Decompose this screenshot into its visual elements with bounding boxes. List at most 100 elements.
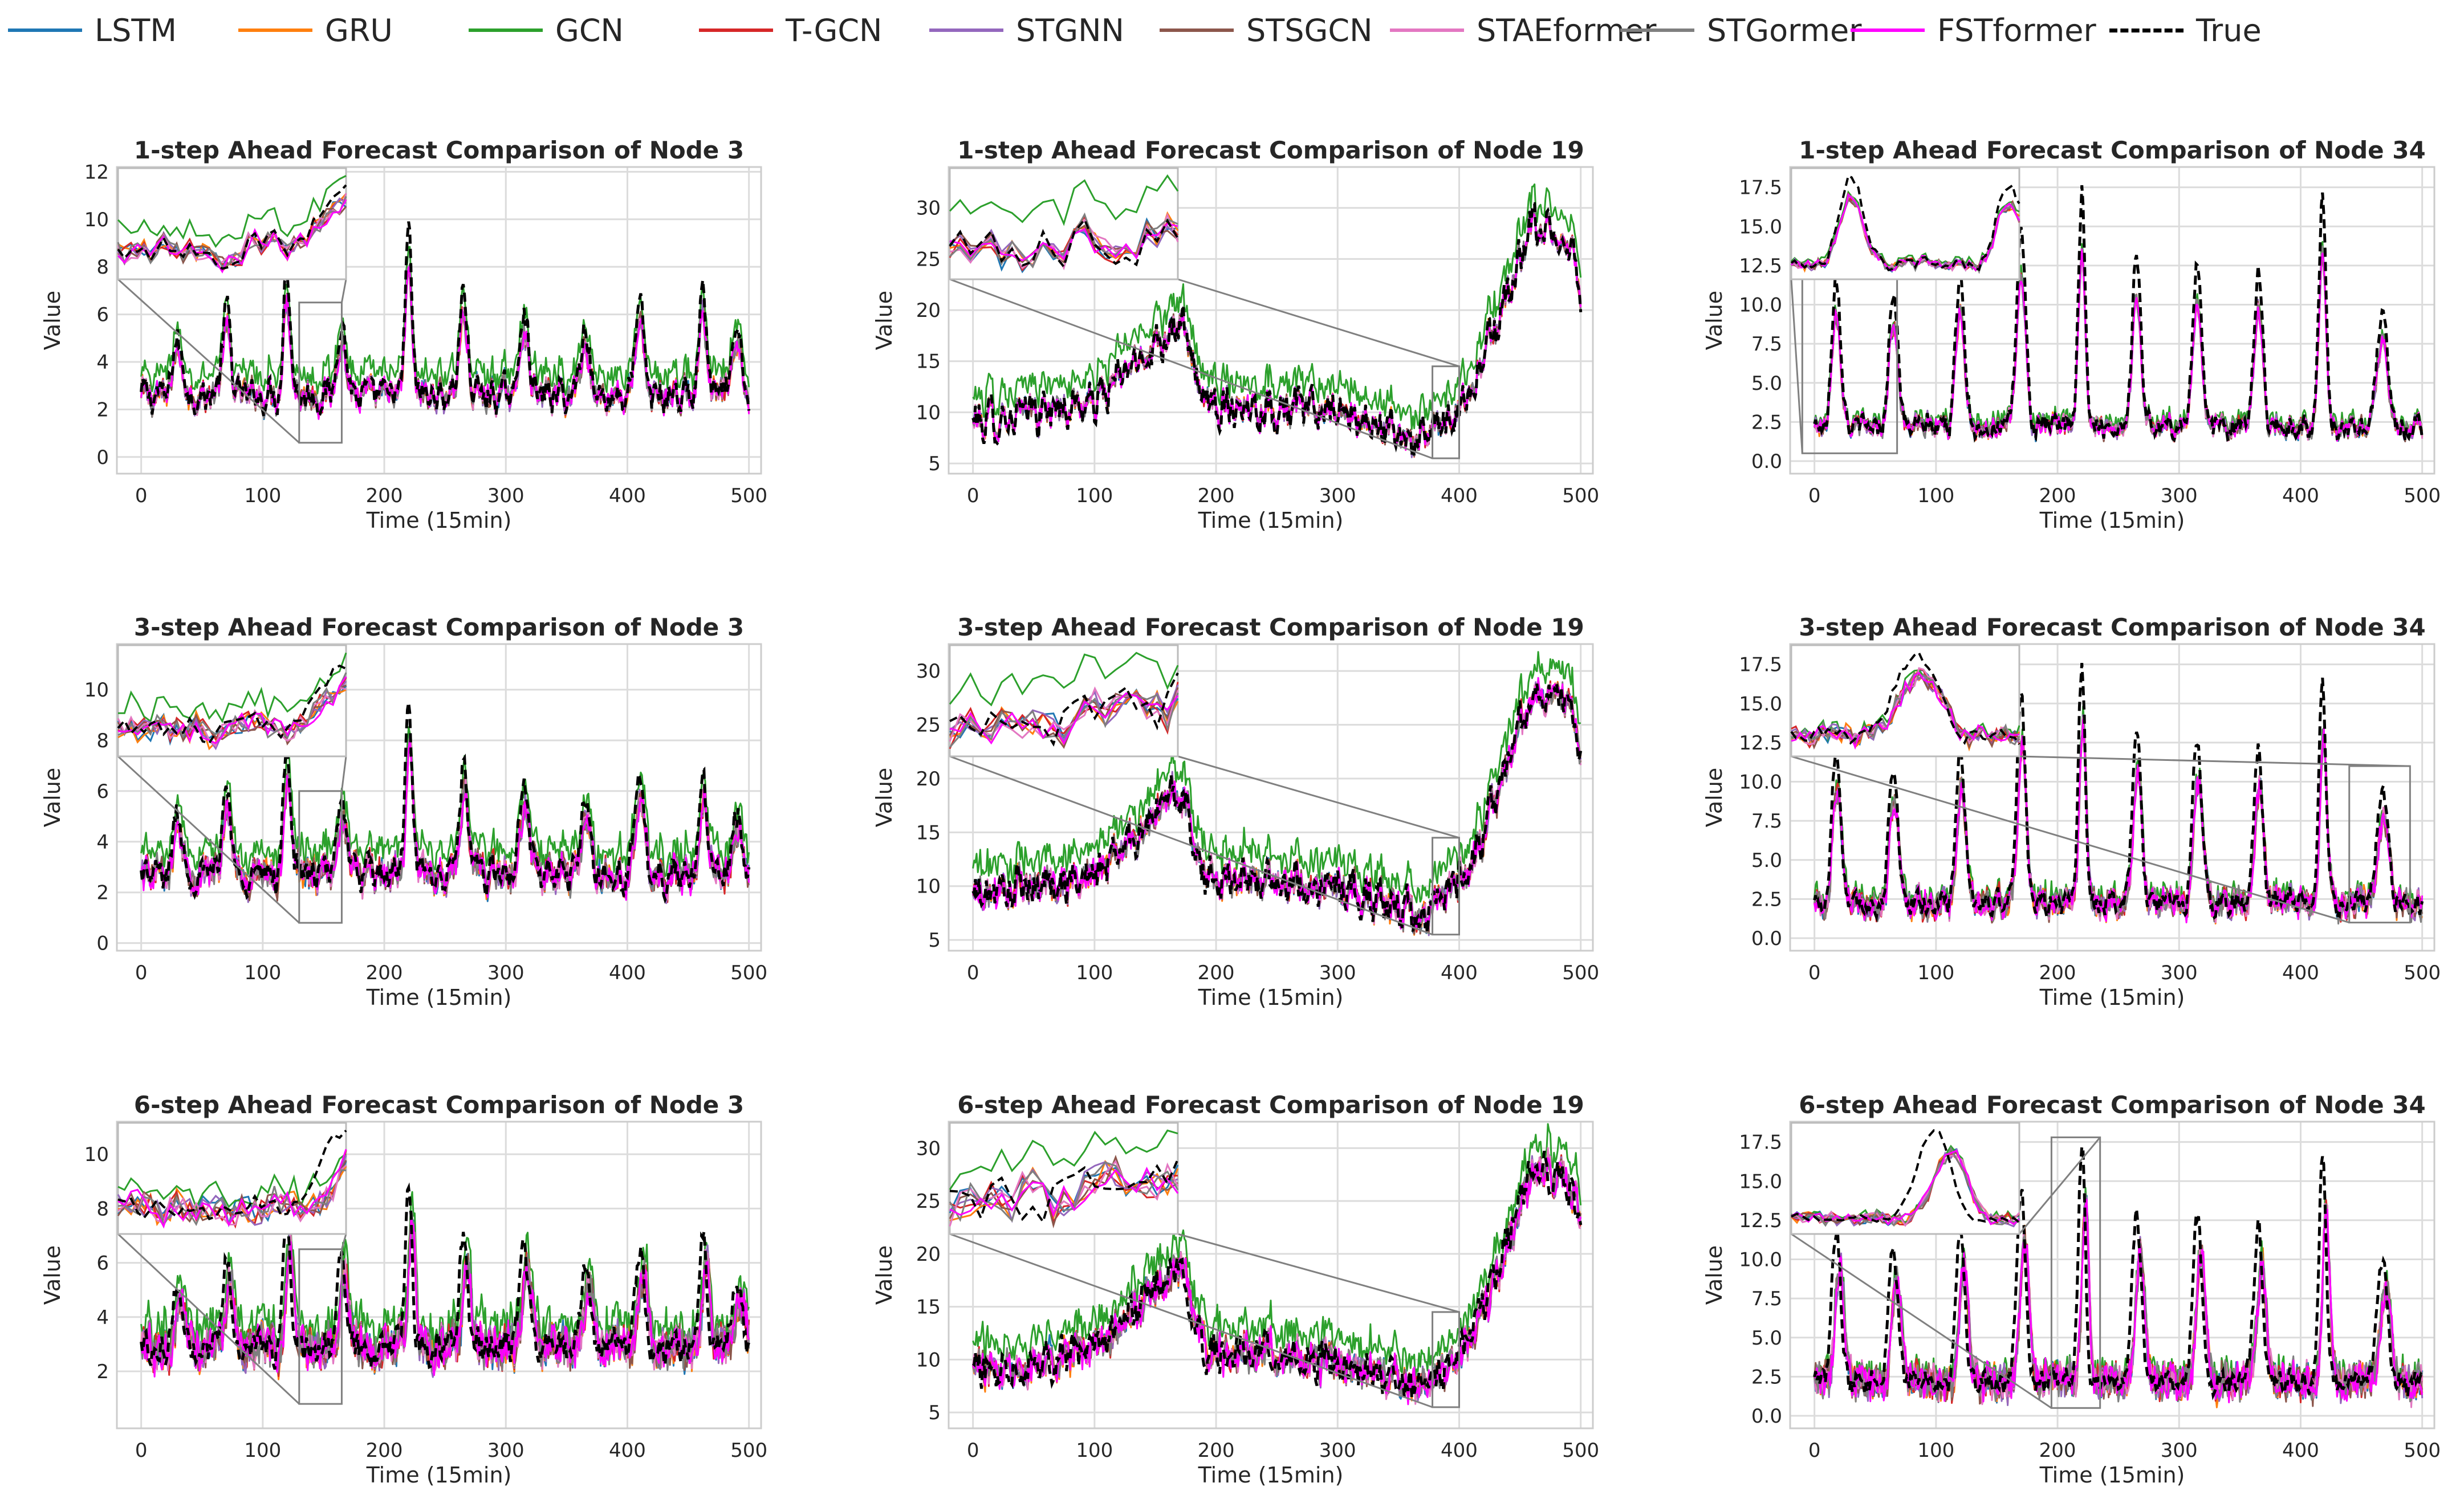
series-group <box>140 702 751 905</box>
x-axis-label: Time (15min) <box>366 508 512 533</box>
x-axis-label: Time (15min) <box>366 985 512 1010</box>
x-tick-label: 200 <box>366 1439 403 1462</box>
legend-label: True <box>2196 12 2262 48</box>
subplot-title: 1-step Ahead Forecast Comparison of Node… <box>957 136 1584 164</box>
y-tick-label: 20 <box>916 1243 941 1266</box>
legend-label: FSTformer <box>1937 12 2096 48</box>
x-tick-label: 100 <box>1917 1439 1954 1462</box>
y-tick-label: 4 <box>96 1306 109 1329</box>
x-tick-label: 100 <box>1076 484 1113 507</box>
y-tick-label: 5 <box>928 1402 941 1424</box>
y-tick-label: 8 <box>96 1197 109 1220</box>
subplot-title: 3-step Ahead Forecast Comparison of Node… <box>1799 613 2426 641</box>
x-tick-label: 500 <box>1562 484 1599 507</box>
y-tick-label: 5 <box>928 929 941 952</box>
inset-line-gcn <box>949 651 1179 707</box>
series-group <box>971 651 1583 936</box>
y-tick-label: 15 <box>916 821 941 844</box>
x-tick-label: 100 <box>1917 962 1954 984</box>
inset-line-stsgcn <box>949 687 1179 750</box>
x-tick-label: 500 <box>1562 1439 1599 1462</box>
subplot-4: 0 100 200 300 400 500 0 2 4 6 8 10 3-step Ahead Fore… <box>40 613 767 1010</box>
legend-item-stsgcn: STSGCN <box>1160 10 1372 50</box>
x-tick-label: 300 <box>1319 962 1356 984</box>
series-line-gcn <box>972 1123 1582 1380</box>
y-tick-label: 2 <box>96 882 109 905</box>
legend-swatch <box>1160 28 1234 32</box>
y-tick-label: 4 <box>96 351 109 374</box>
x-tick-label: 400 <box>2282 484 2319 507</box>
x-tick-label: 500 <box>730 484 767 507</box>
series-line-true <box>1813 663 2424 923</box>
inset-line-stgormer <box>1791 671 2020 746</box>
zoom-connector <box>1790 279 1803 454</box>
y-axis-label: Value <box>1702 291 1727 350</box>
x-tick-label: 100 <box>1917 484 1954 507</box>
y-tick-label: 15.0 <box>1739 693 1782 715</box>
inset-line-stgormer <box>949 693 1179 748</box>
y-tick-label: 30 <box>916 1137 941 1160</box>
plot-frame <box>116 166 762 475</box>
inset-line-staeformer <box>949 686 1179 742</box>
y-tick-label: 25 <box>916 714 941 737</box>
y-tick-label: 5.0 <box>1751 849 1782 872</box>
y-tick-label: 17.5 <box>1739 1131 1782 1154</box>
y-tick-label: 10 <box>916 875 941 898</box>
inset-line-gcn <box>117 175 347 248</box>
subplot-7: 0 100 200 300 400 500 2 4 6 8 10 6-step Ahead Forec… <box>40 1091 767 1488</box>
series-line-true <box>971 202 1583 457</box>
x-tick-label: 300 <box>1319 484 1356 507</box>
y-tick-label: 10.0 <box>1739 1249 1782 1272</box>
x-tick-label: 200 <box>1198 484 1235 507</box>
x-tick-label: 400 <box>2282 1439 2319 1462</box>
y-tick-label: 25 <box>916 248 941 271</box>
series-line-true <box>971 1150 1583 1399</box>
plot-frame <box>1789 166 2435 475</box>
legend-item-true: True <box>2109 10 2262 50</box>
x-tick-label: 0 <box>967 484 979 507</box>
series-line-gcn <box>140 246 750 396</box>
y-axis-label: Value <box>40 291 65 350</box>
y-tick-label: 7.5 <box>1751 810 1782 833</box>
zoom-inset-series <box>117 175 347 274</box>
inset-line-gcn <box>117 1153 347 1211</box>
y-tick-label: 12 <box>84 161 109 184</box>
inset-line-fstformer <box>117 199 347 274</box>
y-tick-label: 0 <box>96 932 109 955</box>
inset-line-stgnn <box>949 684 1179 743</box>
inset-line-fstformer <box>117 1148 347 1229</box>
y-tick-label: 0.0 <box>1751 1405 1782 1428</box>
x-tick-label: 400 <box>609 962 646 984</box>
zoom-connector <box>340 756 347 792</box>
subplot-title: 1-step Ahead Forecast Comparison of Node… <box>1799 136 2426 164</box>
x-tick-label: 500 <box>730 1439 767 1462</box>
plot-frame <box>1789 643 2435 952</box>
zoom-inset-series <box>949 1129 1179 1229</box>
zoom-inset-series <box>1790 651 2020 752</box>
subplot-1: 0 100 200 300 400 500 0 2 4 6 8 10 12 1-step Ahead Fo… <box>40 136 767 533</box>
x-tick-label: 400 <box>1441 1439 1478 1462</box>
series-line-fstformer <box>972 1157 1582 1406</box>
legend-swatch <box>1620 28 1694 32</box>
x-tick-label: 200 <box>2039 484 2076 507</box>
inset-line-true <box>117 664 347 744</box>
zoom-region-box <box>1432 1311 1460 1408</box>
y-tick-label: 15 <box>916 351 941 373</box>
subplot-title: 3-step Ahead Forecast Comparison of Node… <box>134 613 744 641</box>
zoom-inset <box>117 644 347 757</box>
x-axis-label: Time (15min) <box>1198 508 1344 533</box>
zoom-connector <box>949 1233 1433 1408</box>
y-tick-label: 10 <box>916 401 941 424</box>
subplot-title: 3-step Ahead Forecast Comparison of Node… <box>957 613 1584 641</box>
subplot-title: 6-step Ahead Forecast Comparison of Node… <box>134 1091 744 1119</box>
inset-line-t-gcn <box>949 682 1179 750</box>
zoom-inset-series <box>1790 174 2020 274</box>
x-tick-label: 0 <box>967 1439 979 1462</box>
subplot-8: 0 100 200 300 400 500 5 10 15 20 25 30 6-step Ahead … <box>872 1091 1599 1488</box>
y-tick-label: 2.5 <box>1751 411 1782 434</box>
y-tick-label: 8 <box>96 256 109 279</box>
subplot-title: 6-step Ahead Forecast Comparison of Node… <box>1799 1091 2426 1119</box>
y-tick-label: 7.5 <box>1751 333 1782 356</box>
inset-line-stgormer <box>949 1161 1179 1223</box>
inset-line-gcn <box>949 1129 1178 1190</box>
